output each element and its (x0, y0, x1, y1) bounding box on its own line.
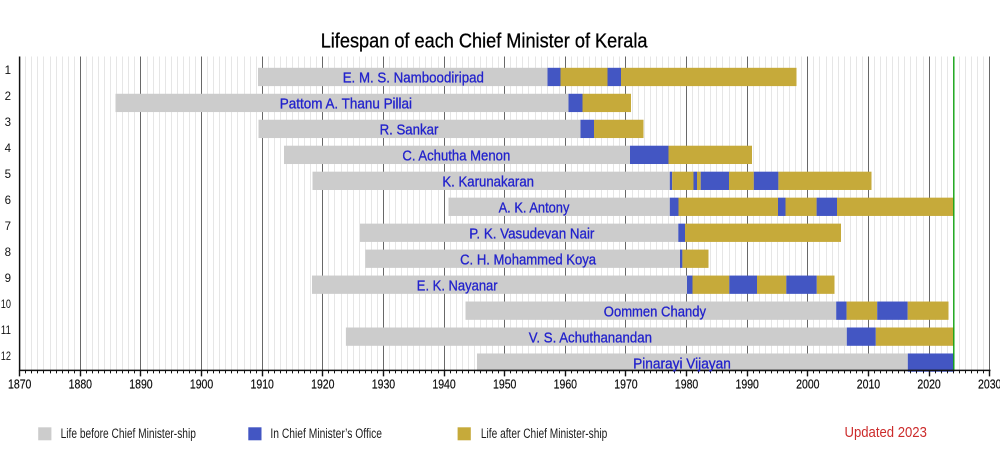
svg-text:A. K. Antony: A. K. Antony (499, 200, 571, 216)
svg-text:10: 10 (1, 299, 11, 311)
svg-text:1870: 1870 (8, 377, 31, 391)
svg-text:11: 11 (1, 325, 11, 337)
svg-text:2000: 2000 (796, 377, 819, 391)
svg-text:K. Karunakaran: K. Karunakaran (442, 174, 534, 190)
svg-text:1880: 1880 (69, 377, 92, 391)
svg-text:2010: 2010 (857, 377, 880, 391)
svg-text:In Chief Minister’s Office: In Chief Minister’s Office (270, 426, 382, 441)
svg-text:Lifespan of each Chief Ministe: Lifespan of each Chief Minister of Keral… (321, 29, 648, 52)
svg-text:Pattom A. Thanu Pillai: Pattom A. Thanu Pillai (280, 97, 412, 113)
svg-text:1910: 1910 (251, 377, 274, 391)
svg-text:1: 1 (5, 65, 11, 77)
svg-text:4: 4 (5, 143, 12, 155)
svg-text:2: 2 (5, 91, 11, 103)
svg-text:C. H. Mohammed Koya: C. H. Mohammed Koya (460, 252, 596, 268)
svg-text:E. M. S. Namboodiripad: E. M. S. Namboodiripad (343, 71, 484, 87)
svg-text:Oommen Chandy: Oommen Chandy (604, 304, 707, 320)
svg-text:6: 6 (5, 195, 11, 207)
svg-text:1950: 1950 (493, 377, 516, 391)
svg-text:2020: 2020 (917, 377, 940, 391)
svg-text:1890: 1890 (129, 377, 152, 391)
svg-text:Pinarayi Vijayan: Pinarayi Vijayan (633, 356, 731, 372)
svg-text:Updated 2023: Updated 2023 (845, 425, 927, 441)
svg-text:5: 5 (5, 169, 11, 181)
svg-text:1930: 1930 (372, 377, 395, 391)
svg-text:E. K. Nayanar: E. K. Nayanar (417, 278, 498, 294)
svg-text:1980: 1980 (675, 377, 698, 391)
svg-text:R. Sankar: R. Sankar (380, 123, 439, 139)
svg-text:P. K. Vasudevan Nair: P. K. Vasudevan Nair (469, 226, 594, 242)
svg-text:7: 7 (5, 221, 11, 233)
svg-text:8: 8 (5, 247, 11, 259)
svg-text:1920: 1920 (311, 377, 334, 391)
svg-text:Life after Chief Minister-ship: Life after Chief Minister-ship (481, 426, 607, 441)
svg-text:Life before Chief Minister-shi: Life before Chief Minister-ship (61, 426, 196, 441)
svg-text:9: 9 (5, 273, 11, 285)
svg-text:C. Achutha Menon: C. Achutha Menon (402, 149, 510, 165)
svg-text:1970: 1970 (614, 377, 637, 391)
svg-text:1960: 1960 (554, 377, 577, 391)
svg-text:1990: 1990 (736, 377, 759, 391)
svg-text:12: 12 (1, 351, 11, 363)
svg-text:V. S. Achuthanandan: V. S. Achuthanandan (529, 330, 652, 346)
svg-text:1940: 1940 (432, 377, 455, 391)
svg-text:1900: 1900 (190, 377, 213, 391)
svg-text:2030: 2030 (978, 377, 1000, 391)
svg-text:3: 3 (5, 117, 11, 129)
